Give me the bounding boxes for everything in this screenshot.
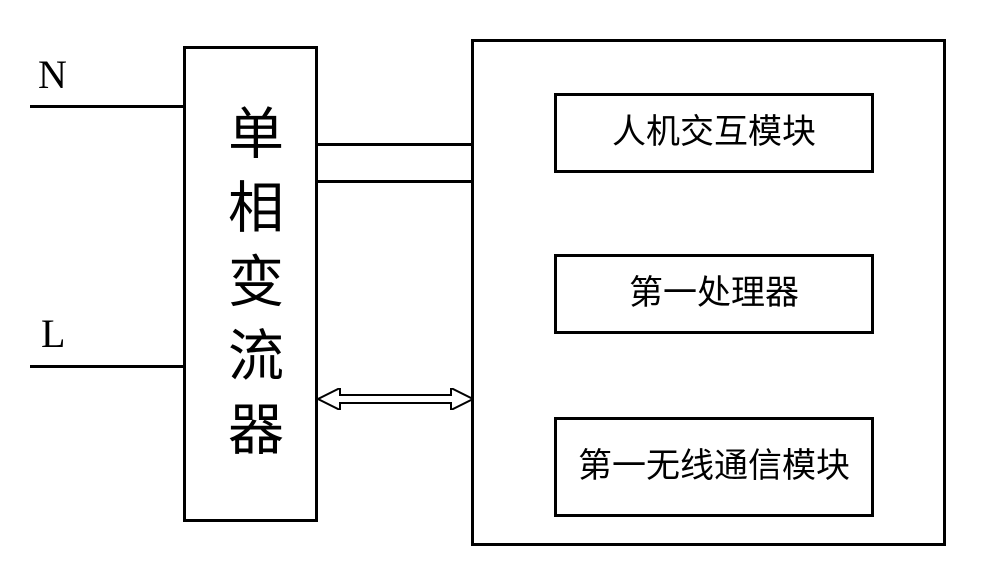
wireless-comm-block: 第一无线通信模块 xyxy=(554,417,874,517)
hmi-module-block: 人机交互模块 xyxy=(554,93,874,173)
modules-container: 人机交互模块 第一处理器 第一无线通信模块 xyxy=(471,39,946,546)
connection-line-top xyxy=(318,143,473,146)
processor-label: 第一处理器 xyxy=(629,274,799,315)
input-n-label: N xyxy=(38,51,67,98)
converter-block: 单相变流器 xyxy=(183,46,318,522)
input-line-l xyxy=(30,365,183,368)
block-diagram: N L 单相变流器 人机交互模块 第一处理器 第一无线通信模块 xyxy=(0,0,1000,588)
wireless-comm-label: 第一无线通信模块 xyxy=(578,447,850,488)
input-l-label: L xyxy=(41,310,65,357)
hmi-module-label: 人机交互模块 xyxy=(612,113,816,154)
input-line-n xyxy=(30,105,183,108)
converter-label: 单相变流器 xyxy=(223,104,279,474)
processor-block: 第一处理器 xyxy=(554,254,874,334)
bidirectional-arrow-icon xyxy=(318,388,473,410)
connection-line-bottom xyxy=(318,180,473,183)
